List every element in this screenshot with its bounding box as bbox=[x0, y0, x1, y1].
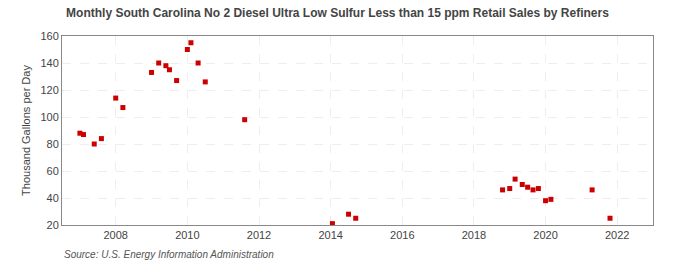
svg-text:100: 100 bbox=[40, 111, 58, 123]
svg-text:Monthly South Carolina No 2 Di: Monthly South Carolina No 2 Diesel Ultra… bbox=[66, 6, 609, 20]
svg-text:2010: 2010 bbox=[175, 229, 199, 241]
svg-text:120: 120 bbox=[40, 84, 58, 96]
svg-text:140: 140 bbox=[40, 57, 58, 69]
svg-text:2022: 2022 bbox=[605, 229, 629, 241]
svg-text:2014: 2014 bbox=[318, 229, 342, 241]
svg-text:160: 160 bbox=[40, 30, 58, 42]
svg-text:2018: 2018 bbox=[462, 229, 486, 241]
svg-text:Source: U.S. Energy Informatio: Source: U.S. Energy Information Administ… bbox=[64, 249, 274, 260]
svg-text:80: 80 bbox=[47, 138, 59, 150]
svg-text:60: 60 bbox=[47, 165, 59, 177]
svg-text:Thousand Gallons per Day: Thousand Gallons per Day bbox=[20, 65, 32, 196]
svg-text:2008: 2008 bbox=[103, 229, 127, 241]
svg-text:20: 20 bbox=[47, 219, 59, 231]
svg-text:2012: 2012 bbox=[247, 229, 271, 241]
svg-text:2016: 2016 bbox=[390, 229, 414, 241]
svg-text:40: 40 bbox=[47, 192, 59, 204]
svg-text:2020: 2020 bbox=[533, 229, 557, 241]
